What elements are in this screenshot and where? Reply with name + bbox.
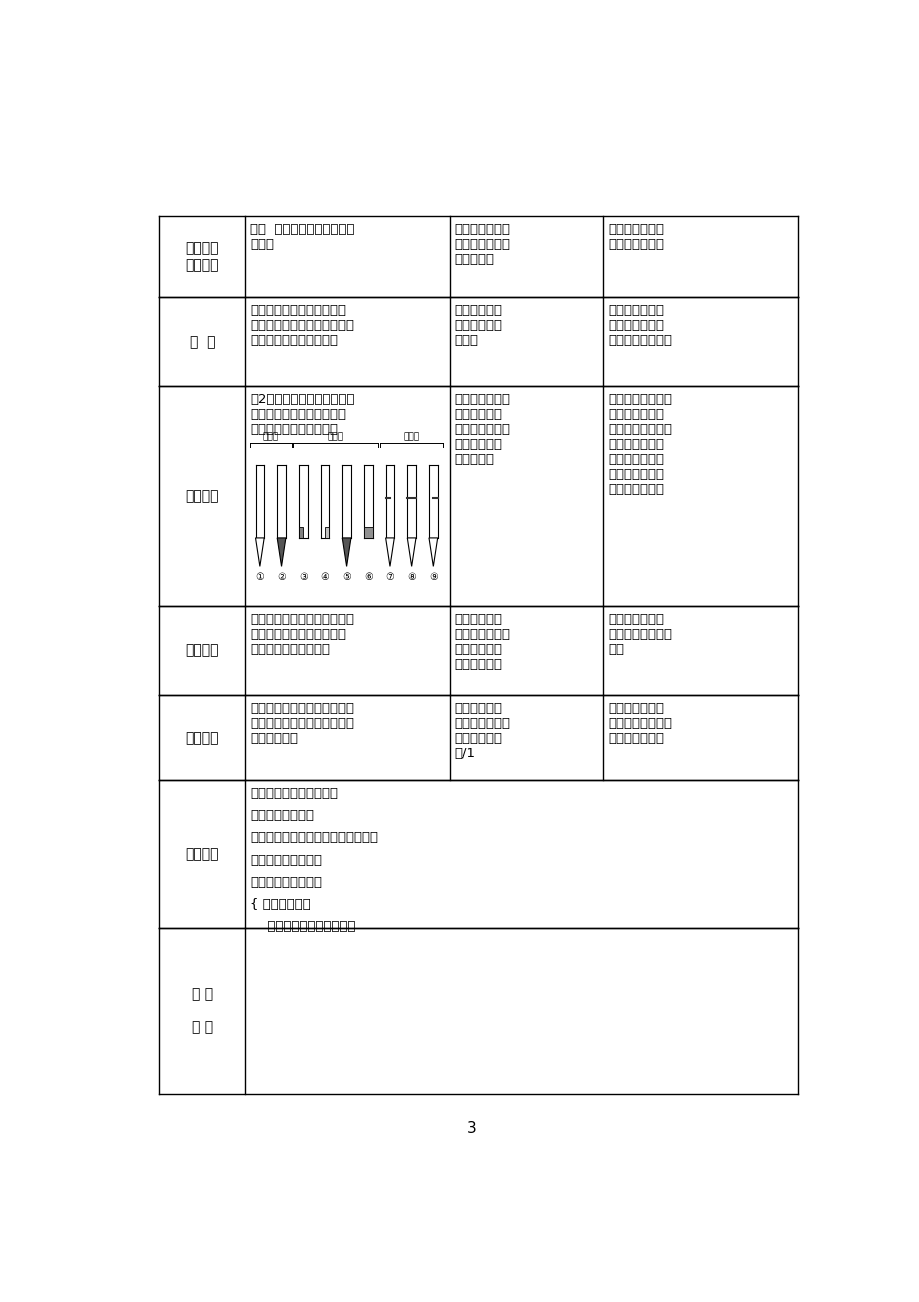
Text: 内因：生长素分布不均匀: 内因：生长素分布不均匀 (259, 919, 355, 932)
Polygon shape (324, 527, 329, 538)
Text: 师生一起总结本节主要内容。
提醒同学要珍惜在实验过程
中的直接体验和收获。: 师生一起总结本节主要内容。 提醒同学要珍惜在实验过程 中的直接体验和收获。 (250, 613, 354, 656)
Text: 板书设计: 板书设计 (186, 848, 219, 861)
Text: 让学生对生长素
的认识由现象到
本质的逐步深入。: 让学生对生长素 的认识由现象到 本质的逐步深入。 (607, 303, 672, 346)
Text: （2）讨论思考：下列情况一
段时间后胚芽鞘的生长情况
（都是左侧单侧光照射）: （2）讨论思考：下列情况一 段时间后胚芽鞘的生长情况 （都是左侧单侧光照射） (250, 393, 355, 436)
Text: 过  渡: 过 渡 (189, 335, 215, 349)
Text: 及时训练，有利于
学生对知识点的
掌握，并能够及时
反馈教学效果。
有利于学生能力
的培养和良好思
维方式的养成。: 及时训练，有利于 学生对知识点的 掌握，并能够及时 反馈教学效果。 有利于学生能… (607, 393, 672, 496)
Text: 结合教材
小字部分: 结合教材 小字部分 (186, 242, 219, 272)
Polygon shape (428, 538, 437, 566)
Text: ⑥: ⑥ (364, 572, 372, 582)
Text: 第一节．植物的激素调节: 第一节．植物的激素调节 (250, 788, 338, 801)
Text: { 外因：单侧光: { 外因：单侧光 (250, 897, 311, 910)
Text: 云母片: 云母片 (403, 432, 419, 441)
Polygon shape (385, 538, 394, 566)
Text: ④: ④ (320, 572, 329, 582)
Text: 对本节框架有
个清晰的认识，
学会科学研究
的一般方法。: 对本节框架有 个清晰的认识， 学会科学研究 的一般方法。 (454, 613, 510, 671)
Text: 与已有知识形
成强烈的冲突，
激发探究的心
理/1: 与已有知识形 成强烈的冲突， 激发探究的心 理/1 (454, 702, 510, 760)
Text: 前面知道了引起植物向光生
长的外因是：单侧光的刺激。
推测一下：内因是什么？: 前面知道了引起植物向光生 长的外因是：单侧光的刺激。 推测一下：内因是什么？ (250, 303, 354, 346)
Text: 教 学

反 思: 教 学 反 思 (191, 988, 212, 1034)
Text: 琼脂块: 琼脂块 (327, 432, 344, 441)
Text: 3: 3 (466, 1121, 476, 1137)
Text: 根据所学知识，
学会在具体题
目中分析问题，
得出胚芽鞘的
生长情况。: 根据所学知识， 学会在具体题 目中分析问题， 得出胚芽鞘的 生长情况。 (454, 393, 510, 466)
Text: ⑤: ⑤ (342, 572, 350, 582)
Text: ⑨: ⑨ (428, 572, 437, 582)
Polygon shape (299, 527, 303, 538)
Text: 一、植物向性运动: 一、植物向性运动 (250, 810, 314, 823)
Text: 二、向光性的原因：: 二、向光性的原因： (250, 875, 322, 888)
Polygon shape (364, 527, 372, 538)
Text: ⑧: ⑧ (407, 572, 415, 582)
Polygon shape (255, 538, 264, 566)
Text: ②: ② (277, 572, 286, 582)
Text: 提出问题: 提出问题 (186, 730, 219, 745)
Polygon shape (407, 538, 415, 566)
Text: 二、生长素的发现：: 二、生长素的发现： (250, 854, 322, 867)
Text: 让学生带着问题
走出课堂，也为下
节内容作铺垫！: 让学生带着问题 走出课堂，也为下 节内容作铺垫！ (607, 702, 672, 745)
Text: ③: ③ (299, 572, 307, 582)
Text: 先推测，然后在
教师的引导下，
得出结论。: 先推测，然后在 教师的引导下， 得出结论。 (454, 224, 510, 267)
Text: 让学生在体验中
收获知识，体验快
乐！: 让学生在体验中 收获知识，体验快 乐！ (607, 613, 672, 656)
Text: 实验设计的原则：对照；单一变量。: 实验设计的原则：对照；单一变量。 (250, 832, 378, 845)
Text: 反馈练习: 反馈练习 (186, 490, 219, 503)
Text: ①: ① (255, 572, 264, 582)
Text: 生长素在背光侧分布多，细胞
伸长快，那么是不是越多越有
利于生长呢？: 生长素在背光侧分布多，细胞 伸长快，那么是不是越多越有 利于生长呢？ (250, 702, 354, 745)
Text: 培养学生自学能
力及归纳能力。: 培养学生自学能 力及归纳能力。 (607, 224, 664, 251)
Text: 课堂小结: 课堂小结 (186, 643, 219, 658)
Polygon shape (277, 538, 286, 566)
Text: ⑦: ⑦ (385, 572, 394, 582)
Text: 归纳  生长素的产生、分布和
运输。: 归纳 生长素的产生、分布和 运输。 (250, 224, 355, 251)
Text: 引起学生思考
生长素的作用
原理。: 引起学生思考 生长素的作用 原理。 (454, 303, 503, 346)
Text: 帽盖草: 帽盖草 (262, 432, 278, 441)
Polygon shape (342, 538, 350, 566)
